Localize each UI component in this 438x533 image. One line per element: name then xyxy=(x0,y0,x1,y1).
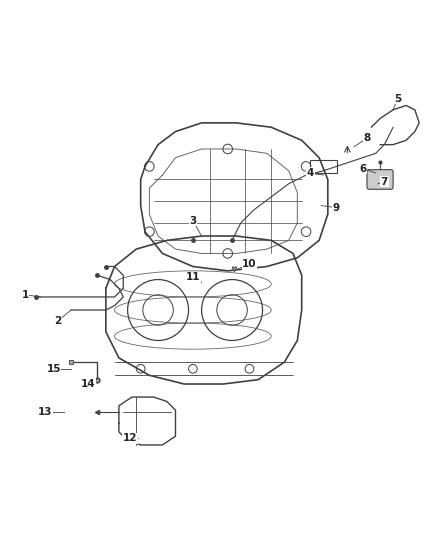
Text: 1: 1 xyxy=(22,290,29,300)
Text: 8: 8 xyxy=(364,133,371,143)
Text: 7: 7 xyxy=(381,176,388,187)
Text: 2: 2 xyxy=(54,316,62,326)
Text: 3: 3 xyxy=(189,216,197,226)
Text: 13: 13 xyxy=(38,407,52,417)
Text: 10: 10 xyxy=(242,260,257,269)
FancyBboxPatch shape xyxy=(367,169,393,189)
Text: 11: 11 xyxy=(186,272,200,282)
Text: 14: 14 xyxy=(81,379,96,389)
Text: 15: 15 xyxy=(46,364,61,374)
Text: 5: 5 xyxy=(394,94,401,104)
Text: 9: 9 xyxy=(333,203,340,213)
Text: 4: 4 xyxy=(307,168,314,178)
Text: 12: 12 xyxy=(123,433,137,443)
Text: 6: 6 xyxy=(359,164,366,174)
